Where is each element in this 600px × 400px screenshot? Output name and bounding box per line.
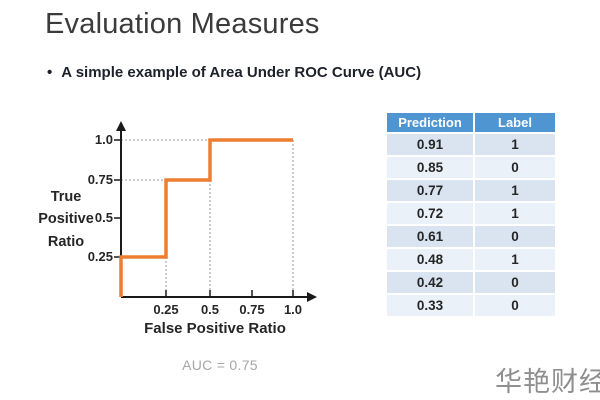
table-row: 0.61 0 [387, 226, 555, 247]
table-row: 0.91 1 [387, 134, 555, 155]
x-tick-0.75: 0.75 [239, 302, 265, 317]
x-axis-arrow-icon [307, 292, 317, 302]
table-row: 0.77 1 [387, 180, 555, 201]
y-tick-0.25: 0.25 [87, 249, 113, 264]
bullet-text: A simple example of Area Under ROC Curve… [61, 64, 422, 81]
cell-prediction: 0.85 [387, 157, 473, 178]
cell-prediction: 0.61 [387, 226, 473, 247]
cell-prediction: 0.72 [387, 203, 473, 224]
cell-label: 1 [475, 134, 555, 155]
y-axis-label: True Positive Ratio [38, 189, 94, 250]
page-title: Evaluation Measures [45, 8, 320, 40]
cell-label: 0 [475, 295, 555, 316]
x-tick-0.5: 0.5 [200, 302, 220, 317]
cell-label: 0 [475, 272, 555, 293]
axis-tick-marks [114, 139, 294, 297]
header-prediction: Prediction [387, 113, 473, 132]
table-row: 0.42 0 [387, 272, 555, 293]
cell-label: 1 [475, 249, 555, 270]
table-row: 0.72 1 [387, 203, 555, 224]
cell-label: 1 [475, 203, 555, 224]
header-label: Label [475, 113, 555, 132]
table-row: 0.48 1 [387, 249, 555, 270]
y-tick-1.0: 1.0 [94, 132, 113, 147]
table-header-row: Prediction Label [387, 113, 555, 132]
cell-prediction: 0.77 [387, 180, 473, 201]
prediction-table: Prediction Label 0.91 1 0.85 0 0.77 1 0.… [385, 111, 557, 318]
bullet-item: • A simple example of Area Under ROC Cur… [47, 64, 421, 81]
cell-label: 1 [475, 180, 555, 201]
auc-annotation: AUC = 0.75 [182, 357, 258, 373]
bullet-icon: • [47, 64, 53, 81]
watermark-text: 华艳财经 [495, 367, 600, 397]
axes-lines [120, 129, 309, 298]
cell-prediction: 0.91 [387, 134, 473, 155]
roc-curve [119, 138, 293, 297]
x-tick-0.25: 0.25 [153, 302, 179, 317]
y-axis-arrow-icon [116, 121, 126, 131]
table-row: 0.33 0 [387, 295, 555, 316]
cell-label: 0 [475, 157, 555, 178]
cell-prediction: 0.33 [387, 295, 473, 316]
cell-prediction: 0.42 [387, 272, 473, 293]
y-tick-0.75: 0.75 [87, 172, 113, 187]
cell-label: 0 [475, 226, 555, 247]
cell-prediction: 0.48 [387, 249, 473, 270]
y-tick-0.5: 0.5 [94, 210, 113, 225]
x-axis-label: False Positive Ratio [144, 320, 286, 337]
x-tick-1.0: 1.0 [283, 302, 303, 317]
table-row: 0.85 0 [387, 157, 555, 178]
